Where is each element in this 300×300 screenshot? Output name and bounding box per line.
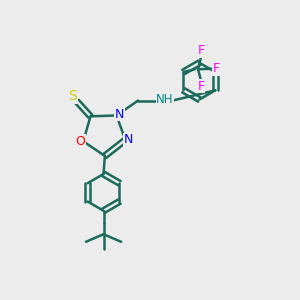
Text: N: N — [124, 134, 133, 146]
Text: N: N — [115, 108, 124, 121]
Text: F: F — [198, 44, 205, 57]
Text: F: F — [213, 62, 220, 75]
Text: F: F — [198, 80, 205, 92]
Text: S: S — [68, 89, 77, 103]
Text: O: O — [75, 135, 85, 148]
Text: NH: NH — [156, 93, 174, 106]
